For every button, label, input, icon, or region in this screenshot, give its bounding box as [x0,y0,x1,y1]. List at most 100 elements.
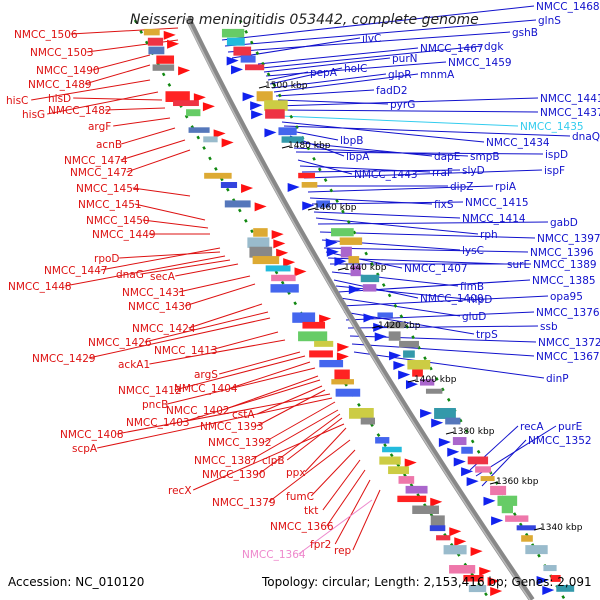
gene-feature [339,237,363,245]
reverse-strand-arrow [447,447,460,457]
gene-feature [443,545,467,555]
left-gene-label: NMCC_1430 [128,301,192,313]
reverse-strand-arrow [251,110,264,120]
right-connector [341,295,549,307]
forward-strand-arrow [221,138,234,148]
right-gene-label: dinP [546,373,569,385]
gene-feature [270,284,299,293]
left-gene-label: ppx [286,467,306,479]
reverse-strand-arrow [302,201,315,211]
left-connector [322,459,361,511]
left-gene-label: NMCC_1447 [44,265,108,277]
right-gene-label: dgk [484,41,504,53]
reverse-strand-arrow [264,128,277,138]
left-connector [134,203,206,221]
right-connector [345,311,535,321]
forward-strand-arrow [470,547,483,557]
left-connector [286,417,343,461]
kbp-tick-mark [533,527,543,531]
gene-feature [379,456,401,465]
left-connector [116,393,331,435]
forward-strand-arrow [283,258,296,268]
gene-feature [292,312,316,323]
gene-feature [468,585,487,593]
forward-strand-arrow [430,497,443,507]
left-connector [178,275,251,293]
gene-feature [397,495,427,503]
reverse-strand-arrow [226,56,239,66]
left-gene-label: NMCC_1448 [8,281,72,293]
right-gene-label: ispD [545,149,568,161]
gene-feature [240,55,256,63]
left-connector [219,351,301,375]
forward-strand-arrow [273,239,286,249]
gene-feature [387,321,405,329]
gene-feature [405,485,428,494]
reverse-strand-arrow [461,467,474,477]
right-connector [224,19,537,47]
right-connector [317,221,549,225]
left-connector [141,259,231,275]
topology-label: Topology: circular; Length: 2,153,416 bp… [261,575,592,589]
kbp-tick-mark [445,431,455,435]
gene-feature [388,466,409,475]
gene-feature [452,437,467,446]
accession-label: Accession: NC_010120 [8,575,144,589]
gene-feature [319,359,344,368]
outer-dotted-track [133,19,492,600]
gene-feature [278,127,297,136]
gene-feature [429,525,446,532]
left-gene-label: fpr2 [310,539,331,551]
gene-feature [186,109,201,117]
left-connector [310,449,356,497]
right-connector [307,185,494,193]
right-gene-label: surE [507,259,530,271]
gene-feature [475,466,491,473]
right-gene-label: NMCC_1435 [520,121,584,133]
right-gene-label: trpS [476,329,498,341]
right-connector [281,121,485,143]
reverse-strand-arrow [373,322,386,332]
left-gene-label: NMCC_1482 [48,105,112,117]
right-connector [303,169,543,179]
gene-feature [430,515,445,527]
left-connector [144,311,269,343]
gene-feature [425,388,443,394]
gene-feature [203,136,218,143]
gene-feature [265,265,291,272]
forward-strand-arrow [213,129,226,139]
kbp-tick-label: 1420 kbp [378,321,421,331]
left-connector [210,331,279,351]
right-gene-label: rph [480,229,498,241]
right-gene-label: slyD [462,165,485,177]
right-gene-label: NMCC_1443 [354,169,418,181]
gene-feature [461,446,473,454]
right-gene-label: ispF [544,165,565,177]
right-connector [323,247,529,253]
reverse-strand-arrow [363,313,376,323]
left-gene-label: recX [168,485,192,497]
left-connector [188,303,263,329]
gene-feature [309,350,333,358]
right-connector [257,47,419,65]
right-gene-label: NMCC_1467 [420,43,484,55]
right-gene-label: NMCC_1372 [538,337,600,349]
left-gene-label: NMCC_1366 [270,521,334,533]
right-connector [293,147,469,157]
left-gene-label: rpoD [94,253,120,265]
kbp-tick-label: 1380 kbp [452,427,495,437]
left-connector [121,127,176,145]
left-connector [175,263,239,277]
gene-feature [245,64,265,71]
forward-strand-arrow [319,314,332,324]
right-gene-label: NMCC_1434 [486,137,550,149]
right-gene-label: pyrG [390,99,415,111]
right-connector [271,73,387,89]
gene-feature [298,172,316,179]
left-connector [104,107,166,111]
inner-dotted-track [238,19,567,600]
right-gene-label: gabD [550,217,578,229]
gene-feature [302,321,326,329]
gene-feature [407,359,431,370]
right-gene-label: NMCC_1459 [448,57,512,69]
